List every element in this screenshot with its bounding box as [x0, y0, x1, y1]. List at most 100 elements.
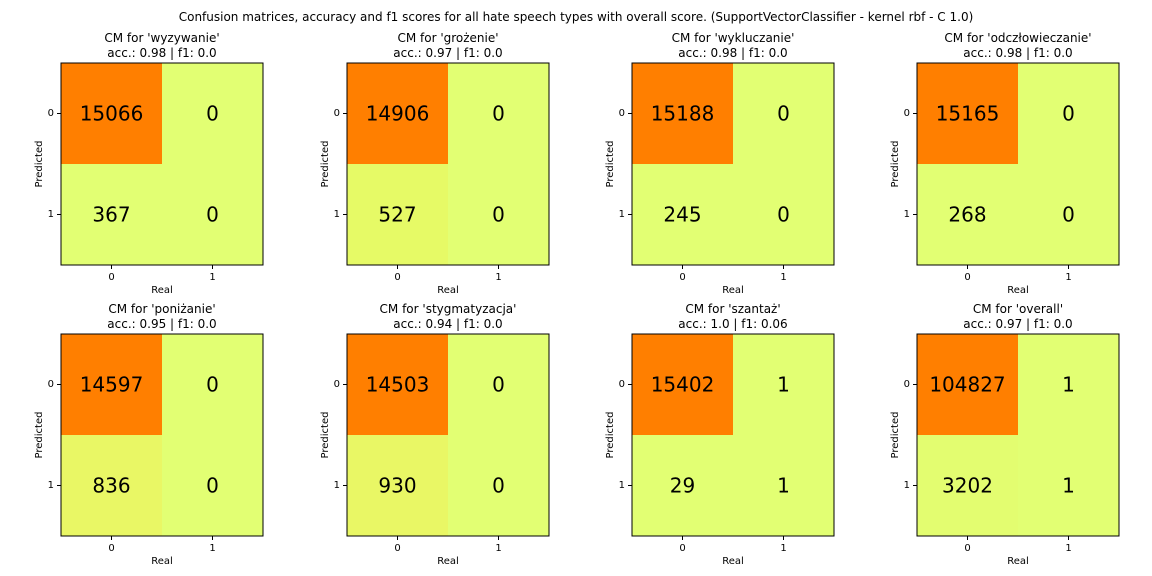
- x-tick-label: 0: [964, 272, 970, 283]
- matrix-cell: [61, 334, 162, 435]
- cell-value-label: 0: [492, 474, 505, 498]
- cell-value-label: 1: [1062, 373, 1075, 397]
- y-axis-label: Predicted: [890, 141, 901, 188]
- y-tick-label: 0: [334, 108, 340, 119]
- matrix-cell: [733, 164, 834, 265]
- y-tick-label: 0: [48, 379, 54, 390]
- plot-frame: [916, 333, 1120, 537]
- cell-value-label: 14597: [80, 373, 144, 397]
- x-tick-label: 0: [964, 543, 970, 554]
- x-tick-label: 1: [780, 543, 786, 554]
- cell-value-label: 0: [206, 373, 219, 397]
- confusion-matrix-panel: CM for 'poniżanie'acc.: 0.95 | f1: 0.0 14…: [34, 302, 264, 567]
- cell-value-label: 367: [92, 203, 130, 227]
- x-axis-label: Real: [1007, 556, 1029, 567]
- cell-value-label: 527: [378, 203, 416, 227]
- panel-subtitle: acc.: 1.0 | f1: 0.06: [678, 317, 787, 331]
- x-tick-label: 0: [108, 272, 114, 283]
- confusion-matrix-panel: CM for 'wyzywanie'acc.: 0.98 | f1: 0.0 15…: [34, 31, 264, 296]
- cell-value-label: 15066: [80, 102, 144, 126]
- matrix-cell: [162, 164, 263, 265]
- x-tick-label: 0: [679, 272, 685, 283]
- matrix-cell: [917, 435, 1018, 536]
- panel-subtitle: acc.: 0.97 | f1: 0.0: [963, 317, 1072, 331]
- matrix-cell: [448, 435, 549, 536]
- cell-value-label: 1: [1062, 474, 1075, 498]
- y-axis-label: Predicted: [34, 412, 45, 459]
- x-tick-label: 0: [108, 543, 114, 554]
- matrix-cell: [1018, 334, 1119, 435]
- cell-value-label: 14906: [366, 102, 430, 126]
- panel-title: CM for 'stygmatyzacja': [380, 302, 517, 316]
- confusion-matrix-panel: CM for 'odczłowieczanie'acc.: 0.98 | f1:…: [890, 31, 1120, 296]
- panel-subtitle: acc.: 0.97 | f1: 0.0: [393, 46, 502, 60]
- confusion-matrix-panel: CM for 'grożenie'acc.: 0.97 | f1: 0.0 149…: [320, 31, 550, 296]
- cell-value-label: 1: [777, 474, 790, 498]
- panel-title: CM for 'wykluczanie': [672, 31, 795, 45]
- y-axis-label: Predicted: [605, 412, 616, 459]
- plot-frame: [60, 62, 264, 266]
- y-tick-label: 0: [619, 108, 625, 119]
- cell-value-label: 29: [670, 474, 695, 498]
- panel-title: CM for 'wyzywanie': [104, 31, 219, 45]
- y-tick-label: 0: [48, 108, 54, 119]
- matrix-cell: [632, 63, 733, 164]
- y-tick-label: 0: [904, 108, 910, 119]
- y-tick-label: 1: [619, 480, 625, 491]
- panel-title: CM for 'poniżanie': [108, 302, 215, 316]
- cell-value-label: 930: [378, 474, 416, 498]
- matrix-cell: [632, 435, 733, 536]
- matrix-cell: [347, 164, 448, 265]
- cell-value-label: 104827: [929, 373, 1005, 397]
- panel-title: CM for 'szantaż': [685, 302, 780, 316]
- y-tick-label: 1: [619, 209, 625, 220]
- matrix-cell: [1018, 63, 1119, 164]
- panel-subtitle: acc.: 0.95 | f1: 0.0: [107, 317, 216, 331]
- y-tick-label: 0: [904, 379, 910, 390]
- panel-subtitle: acc.: 0.98 | f1: 0.0: [678, 46, 787, 60]
- panel-title: CM for 'odczłowieczanie': [944, 31, 1091, 45]
- cell-value-label: 0: [492, 203, 505, 227]
- y-axis-label: Predicted: [890, 412, 901, 459]
- matrix-cell: [448, 63, 549, 164]
- x-tick-label: 1: [495, 543, 501, 554]
- matrix-cell: [632, 334, 733, 435]
- panel-subtitle: acc.: 0.98 | f1: 0.0: [107, 46, 216, 60]
- x-axis-label: Real: [437, 556, 459, 567]
- y-tick-label: 0: [334, 379, 340, 390]
- y-tick-label: 1: [48, 480, 54, 491]
- cell-value-label: 0: [492, 373, 505, 397]
- matrix-cell: [917, 63, 1018, 164]
- y-axis-label: Predicted: [320, 141, 331, 188]
- x-axis-label: Real: [722, 556, 744, 567]
- matrix-cell: [347, 334, 448, 435]
- matrix-cell: [632, 164, 733, 265]
- plot-frame: [631, 62, 835, 266]
- y-axis-label: Predicted: [605, 141, 616, 188]
- matrix-cell: [61, 63, 162, 164]
- cell-value-label: 0: [777, 203, 790, 227]
- matrix-cell: [347, 63, 448, 164]
- cell-value-label: 14503: [366, 373, 430, 397]
- y-tick-label: 1: [334, 209, 340, 220]
- matrix-cell: [162, 334, 263, 435]
- x-tick-label: 0: [679, 543, 685, 554]
- cell-value-label: 0: [206, 203, 219, 227]
- cell-value-label: 15402: [651, 373, 715, 397]
- y-tick-label: 1: [904, 480, 910, 491]
- cell-value-label: 0: [1062, 102, 1075, 126]
- confusion-matrix-panel: CM for 'overall'acc.: 0.97 | f1: 0.0 1048…: [890, 302, 1120, 567]
- matrix-cell: [917, 334, 1018, 435]
- panel-subtitle: acc.: 0.94 | f1: 0.0: [393, 317, 502, 331]
- confusion-matrix-panel: CM for 'wykluczanie'acc.: 0.98 | f1: 0.0…: [605, 31, 835, 296]
- cell-value-label: 0: [492, 102, 505, 126]
- matrix-cell: [448, 164, 549, 265]
- x-tick-label: 0: [394, 272, 400, 283]
- cell-value-label: 245: [663, 203, 701, 227]
- cell-value-label: 836: [92, 474, 130, 498]
- x-axis-label: Real: [151, 285, 173, 296]
- x-axis-label: Real: [437, 285, 459, 296]
- x-tick-label: 1: [209, 272, 215, 283]
- y-axis-label: Predicted: [34, 141, 45, 188]
- x-tick-label: 1: [495, 272, 501, 283]
